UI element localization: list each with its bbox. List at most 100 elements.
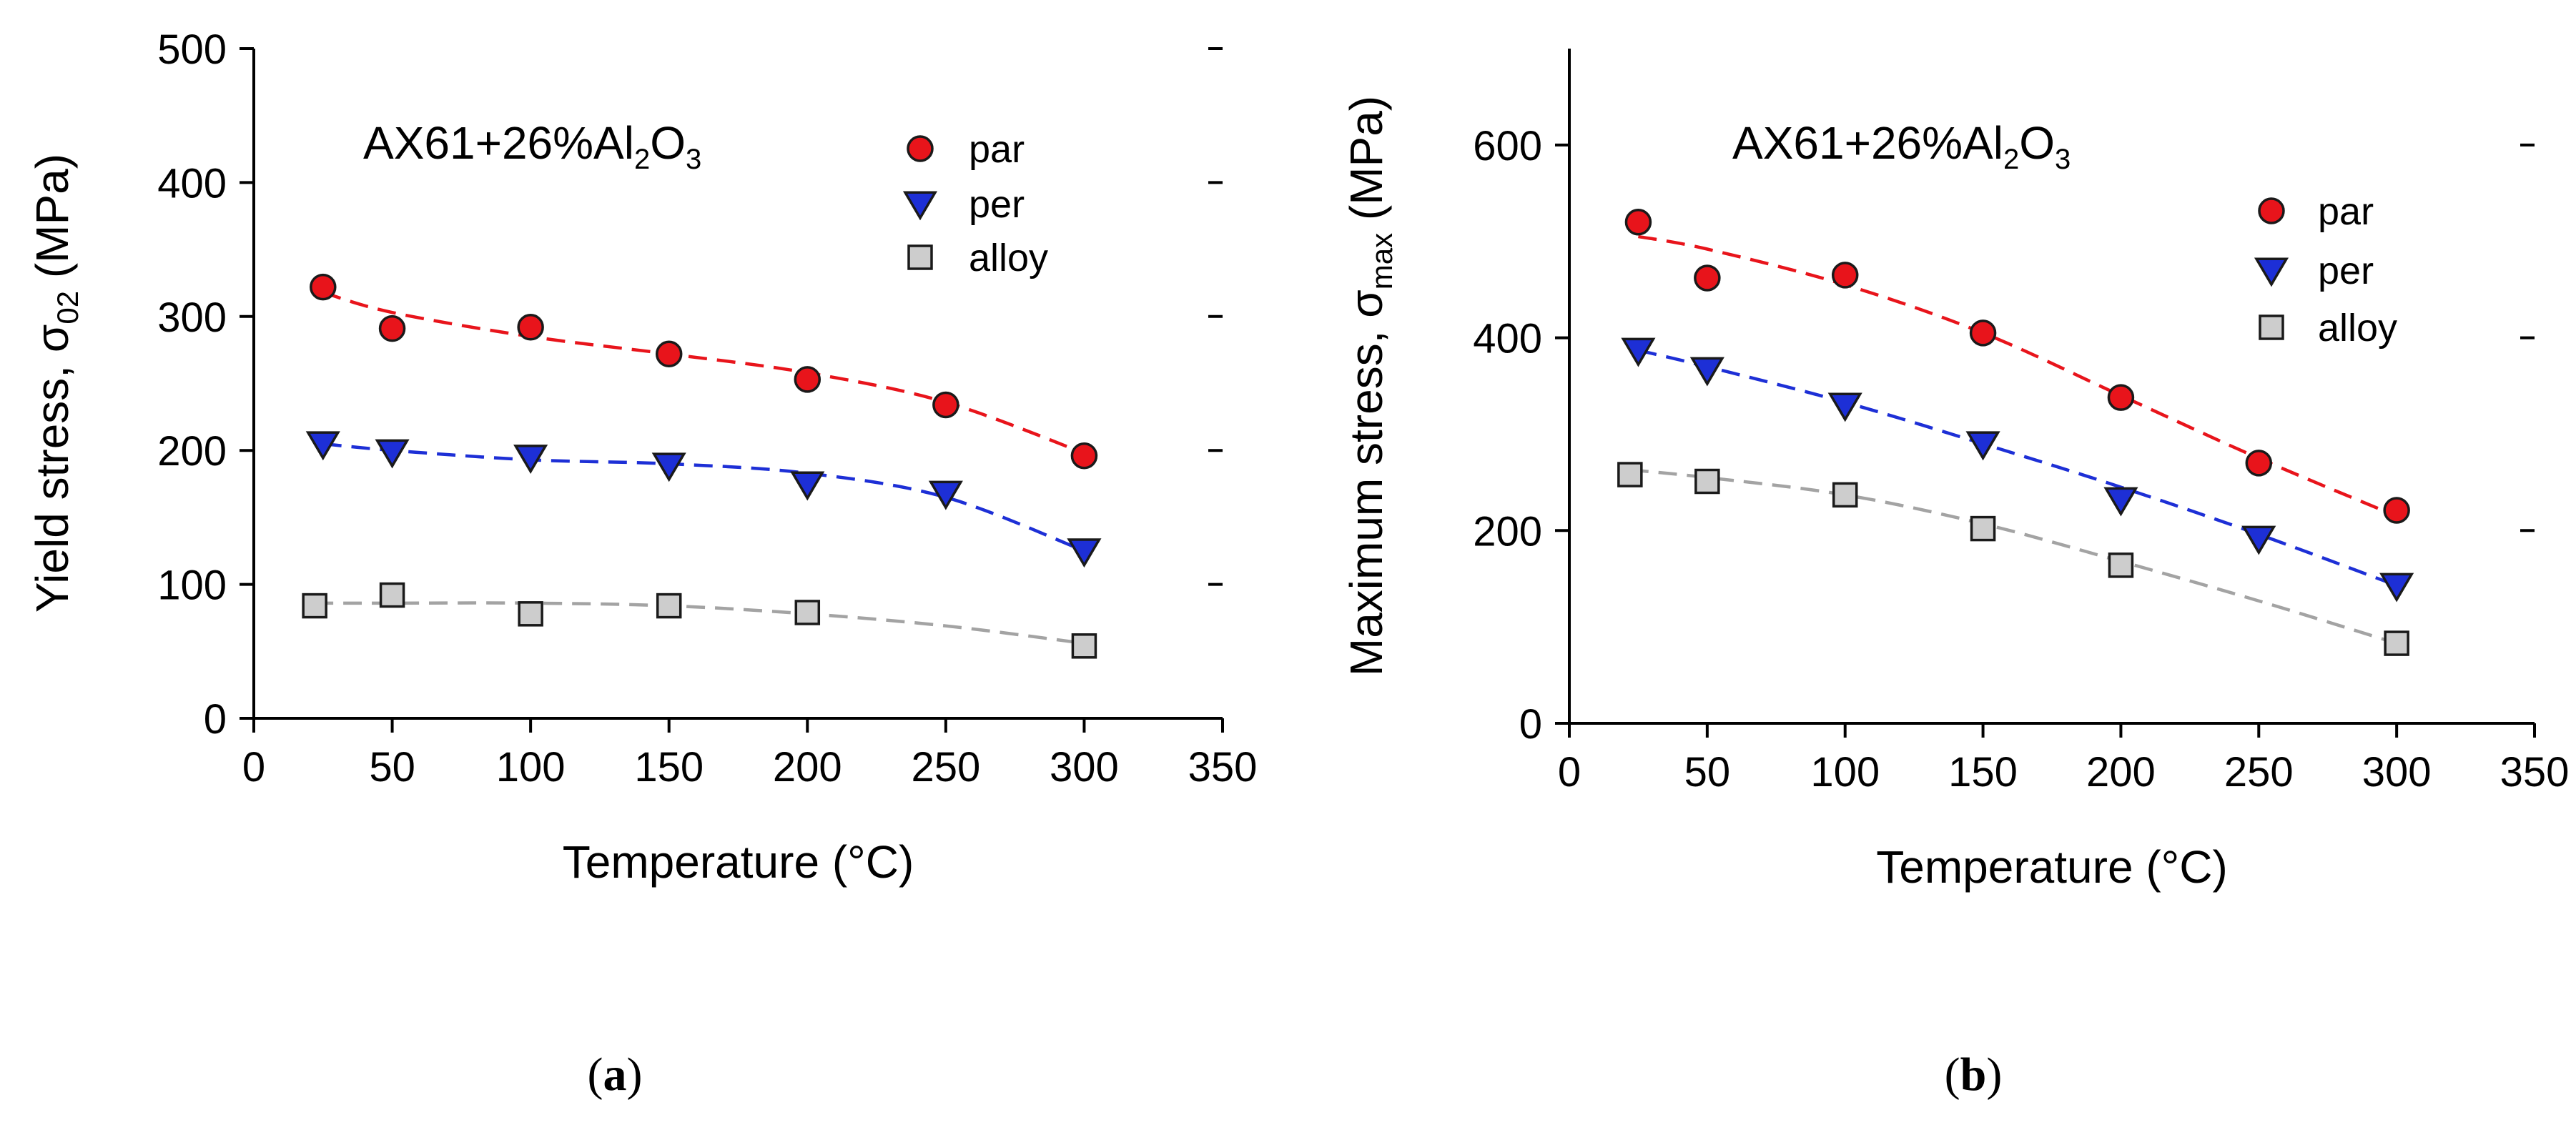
x-tick-label: 150 bbox=[634, 744, 704, 790]
x-tick-label: 0 bbox=[242, 744, 265, 790]
y-tick-label: 0 bbox=[1519, 701, 1542, 748]
caption-paren: ) bbox=[1986, 1049, 2002, 1101]
data-point-alloy bbox=[518, 601, 543, 627]
x-tick-label: 150 bbox=[1948, 749, 2018, 795]
panel-b: 0 50 100 150 200 250 300 350 0 200 400 600 Temperatu… bbox=[1341, 49, 2569, 1101]
legend-marker-alloy bbox=[907, 244, 933, 270]
legend: par per alloy bbox=[2254, 190, 2397, 350]
y-axis-label-subscript: 02 bbox=[51, 291, 84, 324]
y-axis-label-subscript: max bbox=[1365, 233, 1398, 289]
data-point-par bbox=[2383, 497, 2410, 524]
y-axis-label: Yield stress, σ02 (MPa) bbox=[26, 154, 84, 613]
x-tick-label: 50 bbox=[369, 744, 415, 790]
data-point-per bbox=[513, 445, 548, 474]
caption-paren: ( bbox=[588, 1049, 603, 1101]
panel-caption: (b) bbox=[1945, 1049, 2003, 1101]
data-point-alloy bbox=[1071, 633, 1097, 659]
y-tick-label: 400 bbox=[1473, 316, 1542, 362]
fit-curve-per bbox=[322, 442, 1085, 552]
legend-marker-par bbox=[2258, 197, 2285, 224]
data-point-per bbox=[1827, 392, 1862, 422]
x-tick-label: 200 bbox=[2086, 749, 2156, 795]
data-point-par bbox=[378, 314, 406, 342]
y-tick-label: 300 bbox=[157, 294, 227, 341]
panel-caption: (a) bbox=[588, 1049, 643, 1101]
x-tick-label: 50 bbox=[1684, 749, 1731, 795]
data-point-per bbox=[305, 431, 340, 461]
caption-letter: a bbox=[603, 1049, 627, 1101]
legend-label-per: per bbox=[969, 183, 1025, 226]
legend-marker-alloy bbox=[2259, 314, 2284, 340]
data-point-alloy bbox=[1832, 482, 1858, 508]
x-axis-label: Temperature (°C) bbox=[1876, 841, 2228, 893]
x-tick-label: 350 bbox=[1188, 744, 1258, 790]
data-point-per bbox=[790, 471, 825, 501]
data-point-per bbox=[1689, 357, 1724, 387]
x-tick-label: 100 bbox=[496, 744, 566, 790]
data-point-alloy bbox=[1617, 462, 1643, 487]
legend-label-alloy: alloy bbox=[2318, 307, 2397, 350]
data-point-alloy bbox=[379, 582, 405, 608]
legend-marker-per bbox=[2254, 257, 2289, 287]
fit-curve-alloy bbox=[1629, 468, 2397, 645]
y-tick-label: 0 bbox=[204, 696, 227, 743]
legend-label-alloy: alloy bbox=[969, 237, 1048, 279]
data-point-par bbox=[517, 314, 544, 341]
annotation-mid: O bbox=[650, 117, 686, 169]
data-point-alloy bbox=[302, 593, 327, 619]
y-tick-label: 100 bbox=[157, 562, 227, 609]
data-point-alloy bbox=[2384, 630, 2409, 656]
x-tick-label: 0 bbox=[1558, 749, 1581, 795]
data-point-per bbox=[651, 452, 686, 482]
y-axis-label-main: Maximum stress, σ bbox=[1341, 289, 1392, 676]
data-point-par bbox=[655, 340, 683, 368]
x-tick-label: 200 bbox=[773, 744, 842, 790]
data-point-per bbox=[2241, 525, 2276, 555]
x-axis-label: Temperature (°C) bbox=[563, 836, 914, 888]
y-tick-label: 600 bbox=[1473, 123, 1542, 169]
panel-a: 0 50 100 150 200 250 300 350 0 100 200 300 400 500 Tem… bbox=[26, 26, 1257, 1101]
data-point-per bbox=[928, 480, 963, 510]
x-tick-label: 350 bbox=[2500, 749, 2570, 795]
data-point-par bbox=[794, 366, 821, 393]
legend-marker-per bbox=[902, 191, 938, 221]
data-point-alloy bbox=[656, 593, 682, 619]
data-point-alloy bbox=[1694, 468, 1720, 495]
y-tick-label: 500 bbox=[157, 26, 227, 73]
data-point-per bbox=[2379, 573, 2414, 603]
data-point-par bbox=[1624, 208, 1652, 236]
data-point-per bbox=[1067, 538, 1102, 568]
legend: par per alloy bbox=[902, 128, 1048, 279]
y-axis-label: Maximum stress, σmax (MPa) bbox=[1341, 96, 1398, 676]
data-point-par bbox=[310, 273, 337, 301]
fit-curve-par bbox=[322, 290, 1085, 455]
x-tick-label: 100 bbox=[1810, 749, 1880, 795]
data-point-par bbox=[1694, 264, 1721, 292]
legend-label-per: per bbox=[2318, 249, 2374, 292]
data-point-par bbox=[1831, 262, 1859, 289]
x-tick-label: 300 bbox=[2362, 749, 2432, 795]
caption-letter: b bbox=[1960, 1049, 1987, 1101]
x-tick-label: 250 bbox=[2224, 749, 2294, 795]
data-point-alloy bbox=[2108, 552, 2134, 578]
data-point-par bbox=[1070, 442, 1098, 470]
caption-paren: ) bbox=[627, 1049, 643, 1101]
data-point-per bbox=[1965, 431, 2000, 461]
x-tick-label: 300 bbox=[1050, 744, 1119, 790]
annotation-sub: 3 bbox=[686, 144, 701, 175]
material-annotation: AX61+26%Al2O3 bbox=[1732, 117, 2071, 175]
y-tick-label: 200 bbox=[1473, 508, 1542, 555]
fit-curve-alloy bbox=[315, 601, 1085, 645]
y-tick-label: 200 bbox=[157, 428, 227, 475]
annotation-base: AX61+26%Al bbox=[363, 117, 634, 169]
data-point-per bbox=[1621, 337, 1656, 367]
x-tick-label: 250 bbox=[911, 744, 980, 790]
data-point-per bbox=[375, 439, 410, 469]
material-annotation: AX61+26%Al2O3 bbox=[363, 117, 701, 175]
data-point-par bbox=[1969, 319, 1997, 347]
data-point-par bbox=[932, 391, 959, 419]
annotation-sub: 2 bbox=[634, 144, 650, 175]
y-axis-label-main: Yield stress, σ bbox=[26, 324, 78, 613]
